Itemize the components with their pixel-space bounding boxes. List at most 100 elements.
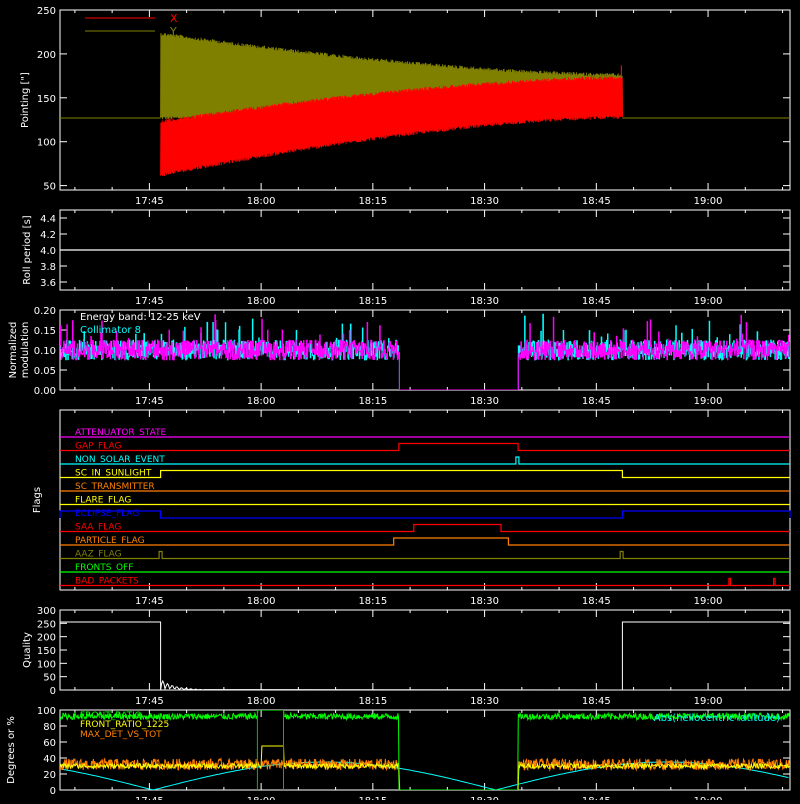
flag-label-particle-flag: PARTICLE_FLAG [75,536,145,546]
pointing-ytick-label: 100 [37,138,56,149]
roll-xtick-label: 18:00 [247,296,276,307]
flag-line-aaz-flag [60,550,790,560]
flag-line-gap-flag [60,442,790,452]
modulation-series-magenta [60,314,790,390]
degrees-xtick-label: 18:00 [247,796,276,800]
pointing-ytick-label: 150 [37,94,56,105]
quality-ytick-label: 250 [37,619,56,630]
flags-xtick-label: 19:00 [694,596,723,607]
pointing-ylabel: Pointing ["] [20,72,31,128]
modulation-xtick-label: 18:45 [582,396,611,407]
quality-ytick-label: 50 [43,673,56,684]
degrees-ytick-label: 0 [50,786,56,797]
modulation-ytick-label: 0.10 [34,346,56,357]
flag-label-flare-flag: FLARE_FLAG [75,496,131,506]
pointing-xtick-label: 18:00 [247,196,276,207]
flags-xtick-label: 17:45 [135,596,164,607]
quality-ytick-label: 200 [37,633,56,644]
roll-xtick-label: 18:30 [470,296,499,307]
pointing-panel: 17:45 18:00 18:15 18:30 18:45 19:00 50 100 150 20… [20,6,791,207]
modulation-ylabel-line1: Normalized [8,322,19,379]
roll-panel: 17:45 18:00 18:15 18:30 18:45 19:00 3.6 3.8 4.0 4… [22,209,791,307]
flag-label-bad-packets: BAD_PACKETS [75,577,139,587]
quality-ylabel: Quality [22,632,33,668]
legend-max-det-vs-tot: MAX_DET_VS_TOT [80,730,162,740]
flag-label-non-solar-event: NON_SOLAR_EVENT [75,455,165,465]
series-x-line [160,76,623,177]
degrees-ytick-label: 40 [43,754,56,765]
flag-line-non-solar-event [60,456,790,465]
modulation-ytick-label: 0.15 [34,326,56,337]
modulation-xtick-label: 18:00 [247,396,276,407]
flag-label-saa-flag: SAA_FLAG [75,523,121,533]
series-front-ratio-line [60,710,790,790]
roll-ytick-label: 4.0 [40,246,56,257]
pointing-xtick-label: 18:30 [470,196,499,207]
roll-xtick-label: 17:45 [135,296,164,307]
flag-line-particle-flag [60,537,790,546]
legend-front-ratio-1225: FRONT_RATIO_1225 [80,720,169,730]
flag-line-saa-flag [60,523,790,533]
roll-ylabel: Roll period [s] [22,215,33,284]
quality-xtick-label: 18:00 [247,696,276,707]
flags-xtick-label: 18:30 [470,596,499,607]
legend-label-y: Y [169,25,177,38]
quality-ytick-label: 100 [37,659,56,670]
roll-ytick-label: 3.6 [40,278,56,289]
roll-ytick-label: 4.4 [40,214,56,225]
degrees-xtick-label: 18:15 [358,796,387,800]
modulation-xtick-label: 18:15 [358,396,387,407]
degrees-ytick-label: 80 [43,722,56,733]
pointing-frame [59,9,791,191]
flags-xtick-label: 18:15 [358,596,387,607]
flag-label-fronts-off: FRONTS_OFF [75,563,133,573]
series-heliocentric-latitude-line [60,761,789,790]
degrees-ylabel: Degrees or % [6,716,17,784]
degrees-xtick-label: 17:45 [135,796,164,800]
pointing-data [60,33,790,177]
degrees-xtick-label: 19:00 [694,796,723,800]
modulation-collimator-label: Collimator 8 [80,325,141,336]
modulation-xtick-label: 18:30 [470,396,499,407]
degrees-panel: 17:45 18:00 18:15 18:30 18:45 19:00 0 20 40 60 80 1… [6,706,791,804]
degrees-data [60,710,790,790]
flags-xtick-label: 18:00 [247,596,276,607]
quality-xtick-label: 18:15 [358,696,387,707]
modulation-ytick-label: 0.20 [34,306,56,317]
pointing-ytick-label: 200 [37,50,56,61]
flags-ylabel: Flags [32,487,43,513]
legend-label-x: X [170,12,178,25]
roll-xtick-label: 19:00 [694,296,723,307]
pointing-ytick-label: 250 [37,6,56,17]
flags-xtick-label: 18:45 [582,596,611,607]
modulation-xtick-label: 17:45 [135,396,164,407]
flag-label-gap-flag: GAP_FLAG [75,442,121,452]
flags-frame [59,409,791,591]
pointing-xtick-label: 18:15 [358,196,387,207]
modulation-data [60,313,790,390]
flag-line-bad-packets [60,577,790,587]
modulation-ytick-label: 0.00 [34,386,56,397]
modulation-energy-band-label: Energy band: 12-25 keV [80,312,201,323]
pointing-xtick-label: 17:45 [135,196,164,207]
quality-xtick-label: 17:45 [135,696,164,707]
quality-panel: 17:45 18:00 18:15 18:30 18:45 19:00 0 50 100 150 2… [22,606,791,707]
legend-heliocentric-latitude: Abs(heliocentric latitude) [654,713,780,724]
flag-label-sc-transmitter: SC_TRANSMITTER [75,482,155,492]
quality-ytick-label: 0 [50,686,56,697]
modulation-panel: 17:45 18:00 18:15 18:30 18:45 19:00 0.00 0.05 0.… [8,306,791,407]
modulation-ylabel-line2: modulation [20,322,31,379]
quality-xtick-label: 18:45 [582,696,611,707]
modulation-xtick-label: 19:00 [694,396,723,407]
pointing-xtick-label: 18:45 [582,196,611,207]
degrees-xtick-label: 18:30 [470,796,499,800]
quality-ytick-label: 150 [37,646,56,657]
flag-label-eclipse-flag: ECLIPSE_FLAG [75,509,139,519]
flag-label-attenuator-state: ATTENUATOR_STATE [75,428,167,438]
pointing-ytick-label: 50 [43,182,56,193]
flag-line-eclipse-flag [59,510,791,519]
roll-ytick-label: 4.2 [40,230,56,241]
series-front-ratio-1225-line [60,745,790,790]
quality-ytick-label: 300 [37,606,56,617]
